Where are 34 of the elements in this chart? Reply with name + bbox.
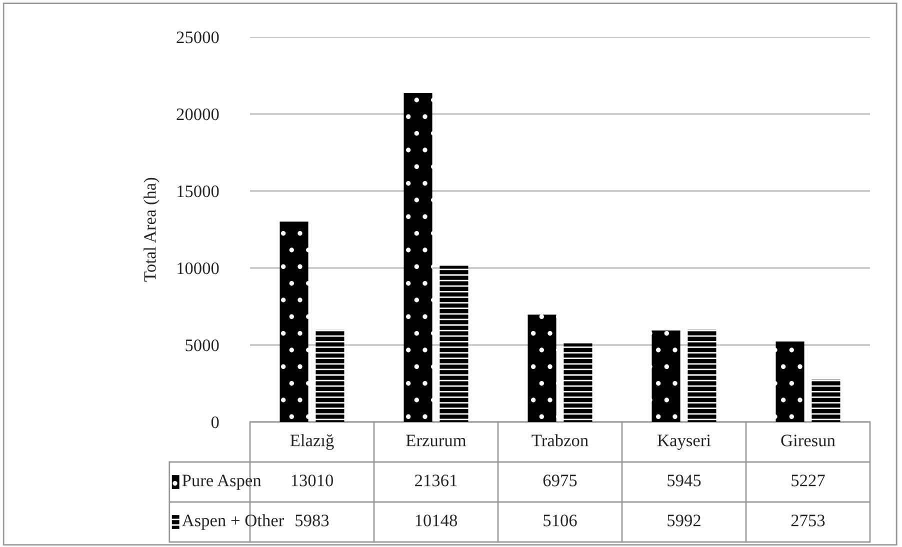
data-label: 5992 <box>668 514 700 526</box>
x-tick-label: Erzurum <box>406 434 466 446</box>
bar <box>652 330 680 422</box>
y-tick-label: 10000 <box>178 262 219 274</box>
y-tick-label: 15000 <box>178 185 219 198</box>
bar <box>564 343 592 422</box>
legend-label: Aspen + Other <box>182 514 284 530</box>
bar <box>776 342 804 422</box>
y-tick-label: 0 <box>211 416 219 428</box>
bar <box>316 330 344 422</box>
x-tick-label: Elazığ <box>290 434 334 450</box>
data-label: 5227 <box>792 474 825 486</box>
bar <box>812 380 840 422</box>
data-label: 6975 <box>543 474 577 486</box>
bar <box>440 266 468 422</box>
x-tick-label: Giresun <box>781 434 836 446</box>
y-tick-label: 20000 <box>176 108 219 120</box>
bar <box>280 222 308 422</box>
legend-label: Pure Aspen <box>182 474 262 490</box>
data-label: 21361 <box>415 474 457 486</box>
bar <box>688 330 716 422</box>
data-label: 10148 <box>416 514 458 526</box>
data-label: 5983 <box>296 514 329 526</box>
data-label: 2753 <box>791 514 825 526</box>
data-label: 5945 <box>668 474 701 486</box>
data-label: 5106 <box>544 514 577 526</box>
y-tick-label: 25000 <box>176 31 219 44</box>
x-tick-label: Trabzon <box>532 434 588 446</box>
x-tick-label: Kayseri <box>658 434 711 450</box>
y-tick-label: 5000 <box>186 339 219 352</box>
bar <box>404 93 432 422</box>
data-label: 13010 <box>292 474 334 486</box>
bar <box>528 314 556 422</box>
y-axis-title: Total Area (ha) <box>144 178 160 282</box>
